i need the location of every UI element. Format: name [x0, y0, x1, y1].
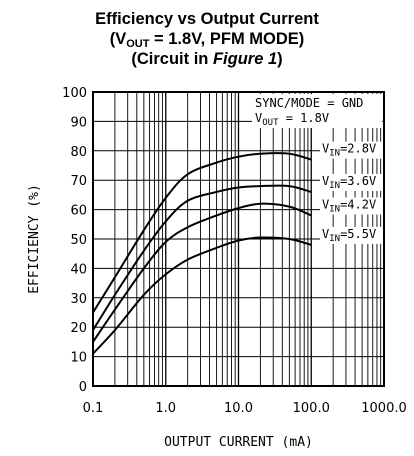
chart-title: Efficiency vs Output Current — [0, 9, 414, 29]
chart-subtitle: (VOUT = 1.8V, PFM MODE) — [0, 29, 414, 54]
y-tick-label: 80 — [70, 145, 87, 160]
title-line-1: Efficiency vs Output Current — [95, 10, 319, 28]
series-line-4 — [92, 236, 312, 355]
series-label-2: VIN=3.6V — [322, 174, 376, 191]
series-label-bg-1 — [320, 141, 383, 159]
annotation-box — [252, 94, 382, 128]
x-tick-label: 10.0 — [224, 401, 253, 416]
series-label-4: VIN=5.5V — [322, 227, 376, 244]
y-tick-label: 60 — [70, 204, 87, 219]
x-tick-label: 1.0 — [155, 401, 176, 416]
series-label-sub: IN — [329, 204, 340, 214]
series-label-sub: IN — [329, 181, 340, 191]
x-tick-labels: 0.1 1.0 10.0 100.0 1000.0 — [83, 401, 407, 416]
series-label-v: V — [322, 227, 329, 241]
subtitle-text-b: = 1.8V, PFM MODE) — [149, 30, 305, 48]
series-label-value: =4.2V — [340, 197, 376, 211]
series-label-bg-4 — [320, 226, 383, 244]
series-line-3 — [92, 202, 312, 343]
series-line-2 — [92, 184, 312, 331]
x-axis-label: OUTPUT CURRENT (mA) — [164, 435, 313, 450]
x-tick-label: 1000.0 — [361, 401, 407, 416]
y-tick-label: 70 — [70, 174, 87, 189]
series-label-v: V — [322, 174, 329, 188]
subtitle-text-a: (V — [109, 30, 127, 48]
annotation-vout-value: = 1.8V — [279, 111, 330, 125]
annotation-vout: VOUT = 1.8V — [255, 111, 329, 128]
series-label-v: V — [322, 197, 329, 211]
caption-text-a: (Circuit in — [131, 50, 213, 68]
caption-text-b: ) — [277, 50, 283, 68]
y-tick-label: 100 — [62, 86, 87, 101]
series-label-sub: IN — [329, 234, 340, 244]
subtitle-subscript: OUT — [126, 38, 150, 50]
series-label-value: =3.6V — [340, 174, 376, 188]
x-tick-label: 0.1 — [83, 401, 104, 416]
x-tick-label: 100.0 — [293, 401, 330, 416]
y-tick-label: 0 — [79, 380, 87, 395]
y-tick-label: 30 — [70, 292, 87, 307]
chart-caption: (Circuit in Figure 1) — [0, 49, 414, 69]
series-label-bg-3 — [320, 197, 383, 215]
series-label-v: V — [322, 142, 329, 156]
series-curves — [92, 152, 312, 355]
y-tick-labels: 0 10 20 30 40 50 60 70 80 90 100 — [62, 86, 87, 395]
series-label-value: =5.5V — [340, 227, 376, 241]
series-label-sub: IN — [329, 149, 340, 159]
series-label-value: =2.8V — [340, 142, 376, 156]
plot-frame — [92, 91, 385, 387]
annotation-vout-v: V — [255, 111, 262, 125]
annotation-vout-sub: OUT — [262, 118, 279, 128]
series-label-bg-2 — [320, 173, 383, 191]
annotation-sync-mode: SYNC/MODE = GND — [255, 96, 363, 110]
series-line-1 — [92, 152, 312, 314]
y-tick-label: 10 — [70, 351, 87, 366]
series-label-1: VIN=2.8V — [322, 142, 376, 159]
y-tick-label: 50 — [70, 233, 87, 248]
caption-figure-ref: Figure 1 — [212, 50, 278, 68]
y-tick-label: 40 — [70, 262, 87, 277]
y-axis-label: EFFICIENCY (%) — [27, 184, 42, 294]
y-tick-label: 20 — [70, 321, 87, 336]
series-label-3: VIN=4.2V — [322, 197, 376, 214]
y-tick-label: 90 — [70, 115, 87, 130]
